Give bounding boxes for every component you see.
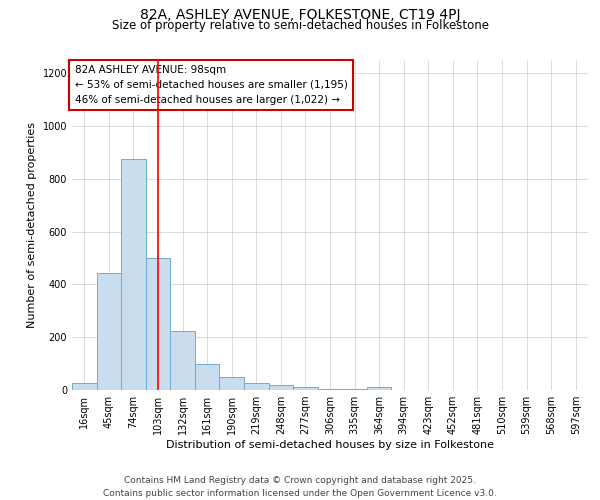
Bar [121, 159, 146, 390]
Bar [195, 364, 220, 390]
Text: Contains HM Land Registry data © Crown copyright and database right 2025.
Contai: Contains HM Land Registry data © Crown c… [103, 476, 497, 498]
Bar [72, 384, 97, 390]
Bar [146, 258, 170, 390]
Bar [293, 388, 318, 390]
Text: Size of property relative to semi-detached houses in Folkestone: Size of property relative to semi-detach… [112, 19, 488, 32]
Bar [220, 377, 244, 390]
Text: 82A ASHLEY AVENUE: 98sqm
← 53% of semi-detached houses are smaller (1,195)
46% o: 82A ASHLEY AVENUE: 98sqm ← 53% of semi-d… [74, 65, 347, 104]
Bar [318, 388, 342, 390]
Bar [170, 330, 195, 390]
Bar [97, 272, 121, 390]
Bar [269, 385, 293, 390]
Y-axis label: Number of semi-detached properties: Number of semi-detached properties [27, 122, 37, 328]
X-axis label: Distribution of semi-detached houses by size in Folkestone: Distribution of semi-detached houses by … [166, 440, 494, 450]
Text: 82A, ASHLEY AVENUE, FOLKESTONE, CT19 4PJ: 82A, ASHLEY AVENUE, FOLKESTONE, CT19 4PJ [140, 8, 460, 22]
Bar [244, 382, 269, 390]
Bar [367, 388, 391, 390]
Bar [342, 389, 367, 390]
